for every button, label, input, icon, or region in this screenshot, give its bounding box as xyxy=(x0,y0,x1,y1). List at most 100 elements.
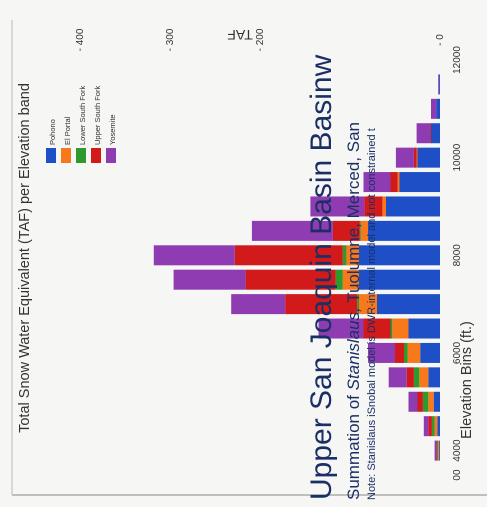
bar-segment-pohono-6000 xyxy=(420,342,440,363)
bar-segment-yosemite-10500 xyxy=(416,123,431,144)
legend: Pohono El Portal Lower South Fork Upper … xyxy=(46,86,117,163)
bar-segment-yosemite-8000 xyxy=(153,245,235,266)
subtitle-italic: Stanislaus, xyxy=(344,307,363,390)
bar-segment-yosemite-7500 xyxy=(173,269,246,290)
bar-segment-lower-south-fork-5000 xyxy=(422,391,429,412)
bar-segment-pohono-8000 xyxy=(359,245,440,266)
bar-segment-upper-south-fork-6500 xyxy=(363,318,391,339)
x-axis-label: Elevation Bins (ft.) xyxy=(459,321,475,439)
bar-segment-el-portal-8500 xyxy=(360,220,368,241)
bar-segment-pohono-5000 xyxy=(433,391,440,412)
legend-label-upper-south-fork: Upper South Fork xyxy=(93,86,102,145)
bar-segment-yosemite-5500 xyxy=(388,367,407,388)
bar-segment-upper-south-fork-7000 xyxy=(285,294,358,315)
bar-segment-el-portal-6500 xyxy=(392,318,409,339)
bar-segment-upper-south-fork-5500 xyxy=(406,367,414,388)
legend-label-yosemite: Yosemite xyxy=(108,114,117,145)
bar-segment-lower-south-fork-4000 xyxy=(437,440,439,461)
bar-segment-pohono-11000 xyxy=(436,98,440,119)
bar-segment-el-portal-6000 xyxy=(407,342,421,363)
bar-segment-upper-south-fork-10000 xyxy=(413,147,417,168)
bar-segment-pohono-7500 xyxy=(359,269,440,290)
legend-label-el-portal: El Portal xyxy=(63,116,72,145)
legend-swatch-yosemite xyxy=(106,148,116,163)
bar-segment-upper-south-fork-5000 xyxy=(417,391,423,412)
x-tick-6000: 6000 xyxy=(452,341,463,364)
bar-segment-el-portal-7500 xyxy=(342,269,359,290)
bar-segment-yosemite-11000 xyxy=(431,98,437,119)
bar-segment-el-portal-5000 xyxy=(428,391,434,412)
bar-segment-el-portal-9000 xyxy=(382,196,386,217)
bar-segment-yosemite-9500 xyxy=(363,172,391,193)
y-tick-300: - 300 xyxy=(165,28,176,51)
bar-segment-el-portal-10000 xyxy=(416,147,418,168)
bar-segment-yosemite-6000 xyxy=(368,342,395,363)
bar-segment-upper-south-fork-8000 xyxy=(234,245,343,266)
bar-segment-pohono-11500 xyxy=(439,74,440,95)
legend-swatch-el-portal xyxy=(61,148,71,163)
bar-segment-lower-south-fork-6500 xyxy=(390,318,393,339)
plot-area xyxy=(153,74,440,461)
bar-segment-upper-south-fork-4000 xyxy=(436,440,438,461)
legend-swatch-lower-south-fork xyxy=(76,148,86,163)
y-tick-labels: - 0 - 200 - 300 - 400 xyxy=(75,28,446,51)
bar-segment-yosemite-4500 xyxy=(423,416,429,437)
legend-label-lower-south-fork: Lower South Fork xyxy=(78,86,87,145)
bar-segment-lower-south-fork-7500 xyxy=(335,269,343,290)
bar-segment-yosemite-10000 xyxy=(395,147,414,168)
bar-segment-el-portal-7000 xyxy=(359,294,377,315)
x-tick-4000: 4000 xyxy=(452,439,463,462)
bar-segment-yosemite-9000 xyxy=(310,196,365,217)
bar-segment-lower-south-fork-8000 xyxy=(342,245,347,266)
bar-segment-lower-south-fork-6000 xyxy=(404,342,408,363)
x-tick-12000: 12000 xyxy=(452,46,463,74)
bar-segment-el-portal-4000 xyxy=(438,440,440,461)
bar-segment-pohono-4500 xyxy=(437,416,440,437)
bar-segment-el-portal-9500 xyxy=(397,172,400,193)
bar-segment-yosemite-4000 xyxy=(434,440,437,461)
legend-label-pohono: Pohono xyxy=(48,119,57,145)
bar-segment-upper-south-fork-10500 xyxy=(430,123,431,144)
overlay-subtitle: Summation of Stanislaus, Tuolumne, Merce… xyxy=(344,122,363,500)
y-tick-200: - 200 xyxy=(255,28,266,51)
bar-segment-el-portal-8000 xyxy=(346,245,359,266)
chart-title: Total Snow Water Equivalent (TAF) per El… xyxy=(17,83,33,433)
bar-segment-upper-south-fork-6000 xyxy=(395,342,404,363)
bar-segment-yosemite-5000 xyxy=(408,391,418,412)
bar-segment-yosemite-7000 xyxy=(231,294,286,315)
overlay-text: Upper San Joaquin Basin Basinw Summation… xyxy=(305,54,378,500)
bar-segment-upper-south-fork-9000 xyxy=(364,196,383,217)
bar-segment-pohono-6500 xyxy=(408,318,440,339)
bar-segment-upper-south-fork-4500 xyxy=(428,416,432,437)
bar-segment-pohono-10500 xyxy=(431,123,440,144)
bar-segment-yosemite-11500 xyxy=(438,74,440,95)
subtitle-prefix: Summation of xyxy=(344,390,363,500)
bar-segment-upper-south-fork-7500 xyxy=(245,269,336,290)
bar-segment-pohono-7000 xyxy=(377,294,440,315)
bar-segment-el-portal-4500 xyxy=(434,416,438,437)
bar-segment-el-portal-5500 xyxy=(419,367,429,388)
bar-segment-lower-south-fork-4500 xyxy=(431,416,435,437)
legend-swatch-upper-south-fork xyxy=(91,148,101,163)
subtitle-rest: Tuolumne, Merced, San xyxy=(344,122,363,307)
bar-segment-pohono-10000 xyxy=(417,147,440,168)
x-tick-00: 00 xyxy=(452,469,463,481)
bar-segment-lower-south-fork-8500 xyxy=(359,220,361,241)
bar-segment-yosemite-6500 xyxy=(318,318,364,339)
bar-segment-pohono-8500 xyxy=(368,220,440,241)
bar-segment-pohono-9000 xyxy=(386,196,440,217)
y-tick-0: - 0 xyxy=(435,34,446,46)
overlay-note: Note: Stanislaus iSnobal model is DWR-in… xyxy=(366,128,378,500)
overlay-title: Upper San Joaquin Basin Basinw xyxy=(305,54,338,500)
legend-swatch-pohono xyxy=(46,148,56,163)
x-tick-8000: 8000 xyxy=(452,244,463,267)
bar-segment-pohono-4000 xyxy=(439,440,440,461)
x-tick-labels: 00 4000 6000 8000 10000 12000 xyxy=(452,46,463,481)
bar-segment-yosemite-8500 xyxy=(251,220,333,241)
bar-segment-lower-south-fork-5500 xyxy=(413,367,420,388)
y-tick-400: - 400 xyxy=(75,28,86,51)
y-axis-label: TAF xyxy=(227,27,252,43)
bar-segment-lower-south-fork-7000 xyxy=(357,294,359,315)
